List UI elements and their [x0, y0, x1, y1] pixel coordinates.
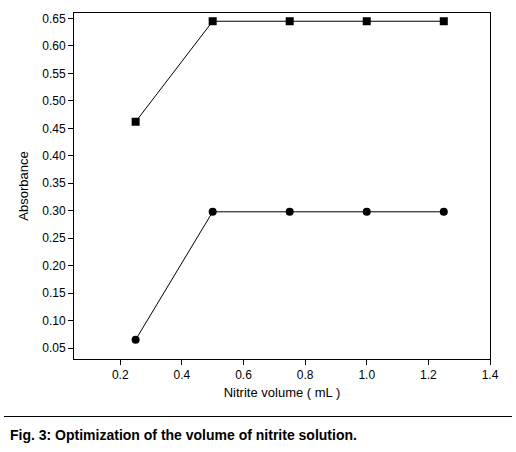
html-text:Fig. 3: Optimization of the vo: Fig. 3: Optimization of the volume of ni… — [10, 427, 357, 443]
svg-text:0.40: 0.40 — [42, 149, 66, 163]
svg-text:0.35: 0.35 — [42, 176, 66, 190]
svg-text:0.05: 0.05 — [42, 341, 66, 355]
svg-text:0.2: 0.2 — [112, 368, 129, 382]
svg-text:0.50: 0.50 — [42, 94, 66, 108]
svg-text:0.8: 0.8 — [297, 368, 314, 382]
svg-text:0.25: 0.25 — [42, 231, 66, 245]
svg-text:Nitrite volume ( mL ): Nitrite volume ( mL ) — [224, 385, 341, 400]
svg-text:0.30: 0.30 — [42, 204, 66, 218]
svg-text:1.0: 1.0 — [358, 368, 375, 382]
svg-text:Absorbance: Absorbance — [16, 151, 31, 220]
svg-text:0.15: 0.15 — [42, 286, 66, 300]
svg-text:0.20: 0.20 — [42, 259, 66, 273]
svg-text:0.10: 0.10 — [42, 314, 66, 328]
svg-text:1.2: 1.2 — [420, 368, 437, 382]
svg-text:0.55: 0.55 — [42, 67, 66, 81]
svg-text:0.65: 0.65 — [42, 12, 66, 26]
svg-text:1.4: 1.4 — [482, 368, 499, 382]
svg-text:0.45: 0.45 — [42, 122, 66, 136]
svg-text:0.4: 0.4 — [174, 368, 191, 382]
svg-text:0.60: 0.60 — [42, 39, 66, 53]
svg-text:0.6: 0.6 — [235, 368, 252, 382]
